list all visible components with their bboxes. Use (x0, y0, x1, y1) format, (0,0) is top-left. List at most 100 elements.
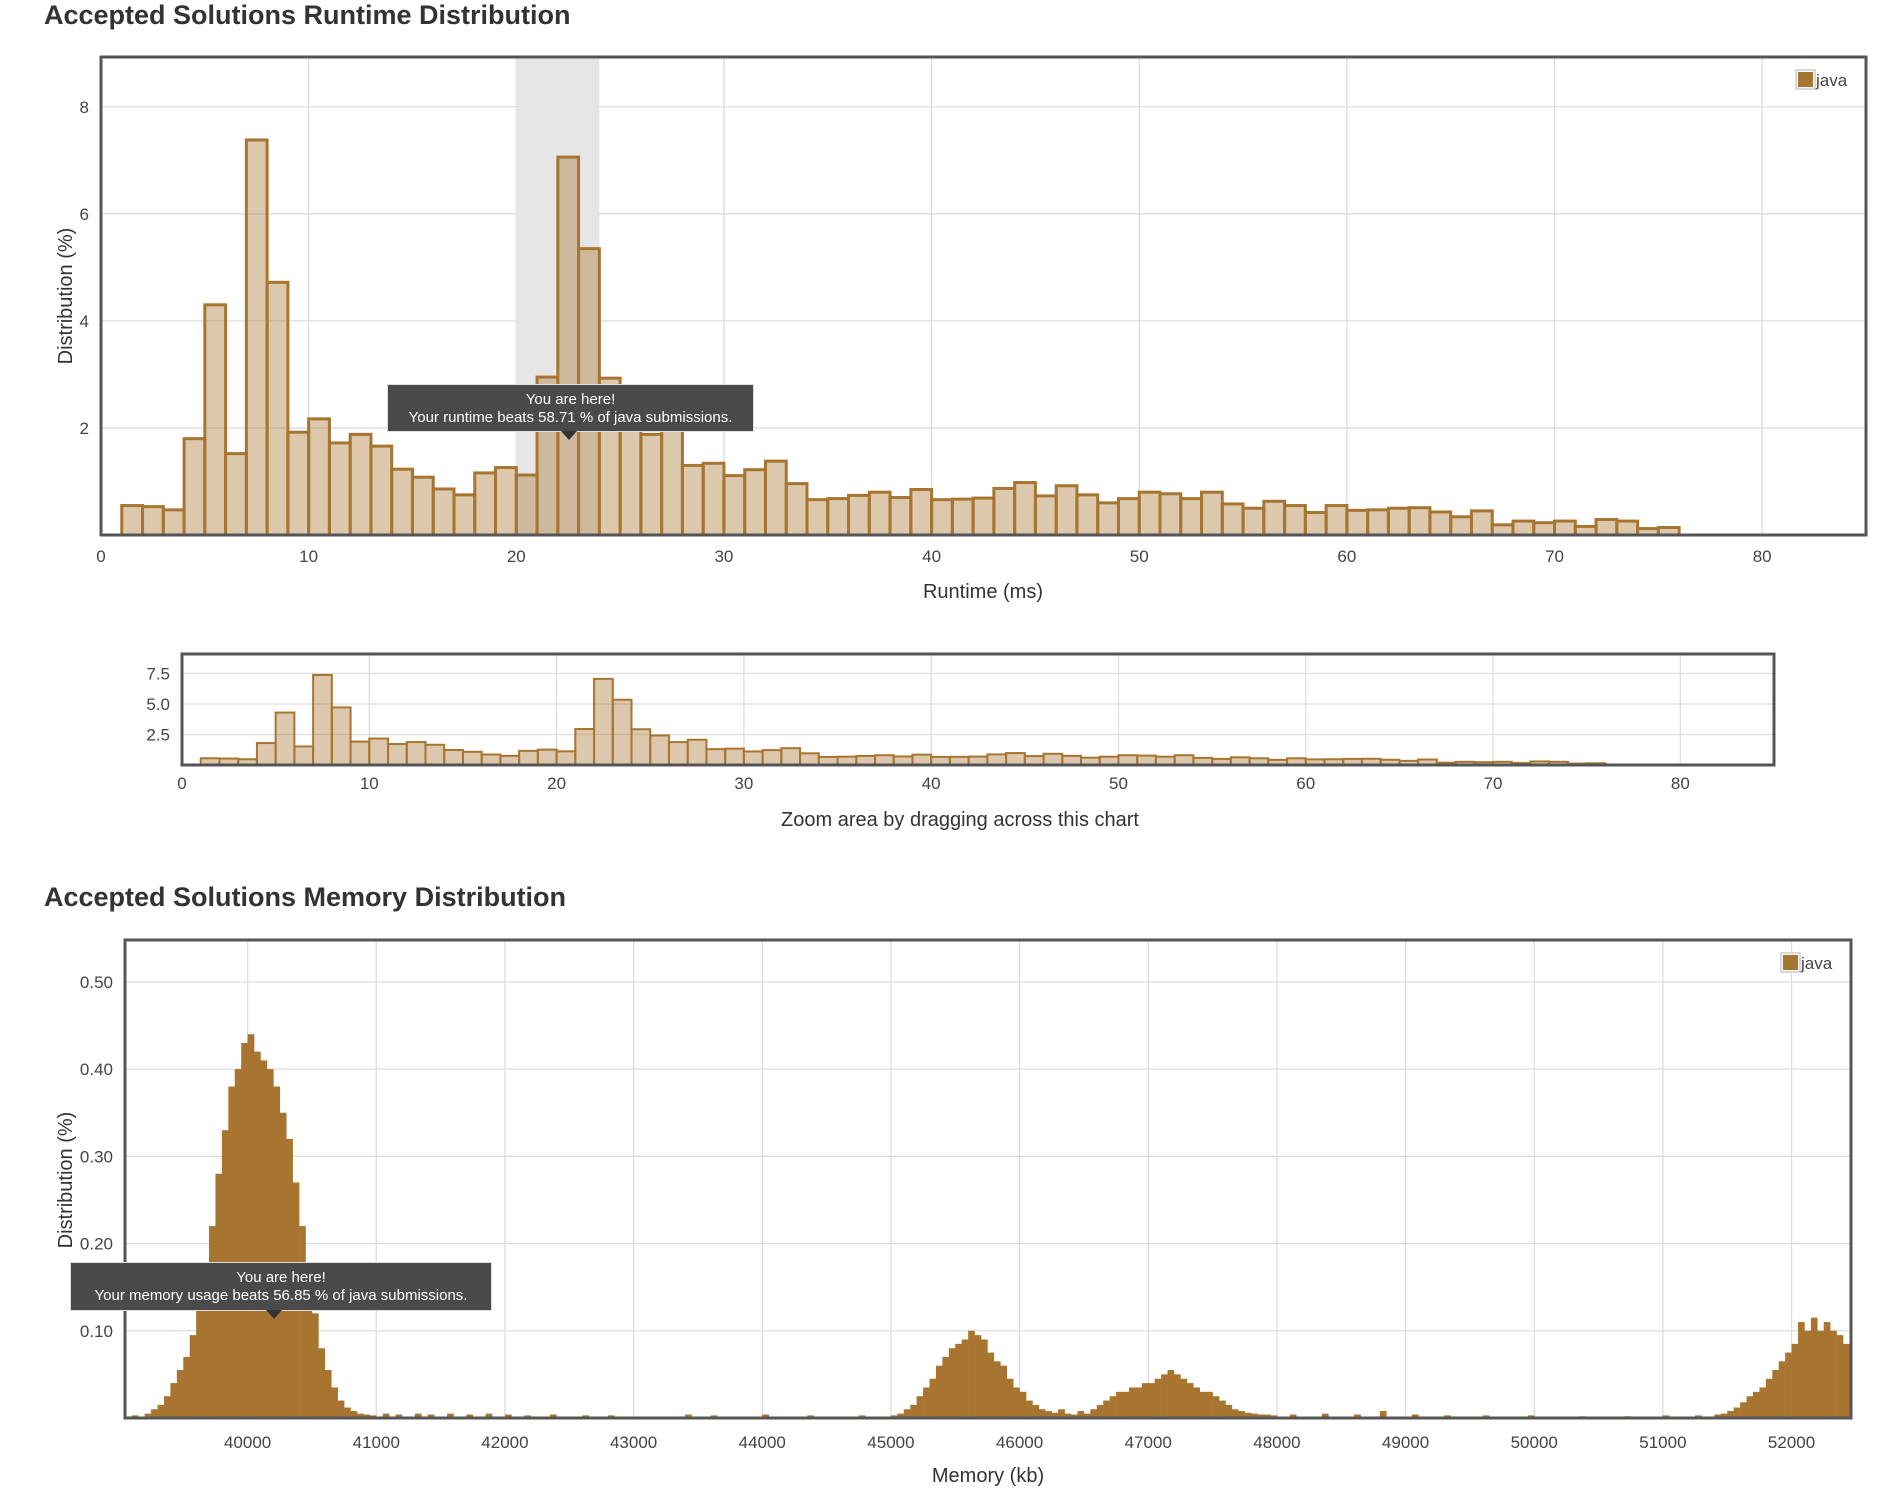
plot-frame (180, 652, 1776, 767)
memory-bar (1778, 1361, 1786, 1418)
y-tick-label: 0.40 (80, 1060, 113, 1079)
runtime-bar (1241, 506, 1266, 537)
runtime-bar (244, 138, 269, 537)
memory-bar (1804, 1330, 1812, 1418)
memory-bar (903, 1409, 911, 1418)
x-tick-label: 51000 (1639, 1433, 1686, 1452)
y-tick-label: 7.5 (146, 665, 170, 684)
runtime-bar (348, 432, 373, 537)
memory-bar (549, 1414, 557, 1418)
y-axis-label: Distribution (%) (55, 1112, 77, 1249)
x-tick-label: 48000 (1253, 1433, 1300, 1452)
memory-bar (1785, 1352, 1792, 1418)
navigator-bar (443, 748, 464, 767)
navigator-bar (368, 737, 390, 766)
navigator-bar (705, 748, 727, 767)
memory-bar (1714, 1414, 1722, 1418)
navigator-bar (649, 734, 670, 767)
navigator-bar (518, 749, 539, 766)
memory-bars (131, 1034, 1851, 1418)
memory-bar (1199, 1391, 1207, 1418)
memory-title: Accepted Solutions Memory Distribution (44, 882, 567, 912)
runtime-bar (888, 496, 913, 537)
tooltip-pointer-icon (561, 431, 578, 440)
memory-bar (395, 1414, 403, 1418)
memory-bar (311, 1313, 319, 1418)
memory-bar (1186, 1383, 1194, 1418)
memory-bar (929, 1378, 937, 1418)
runtime-bar (286, 430, 311, 537)
memory-bar (305, 1269, 313, 1418)
runtime-bar (390, 467, 414, 537)
memory-bar (324, 1370, 332, 1418)
x-tick-label: 80 (1671, 774, 1690, 793)
navigator-bar (574, 728, 596, 766)
memory-bar (1206, 1391, 1213, 1418)
runtime-bar (847, 493, 871, 537)
y-axis-label: Distribution (%) (55, 228, 77, 365)
runtime-bar (1137, 490, 1162, 537)
runtime-bar (1179, 497, 1204, 537)
memory-bar (1321, 1413, 1329, 1418)
memory-bar (987, 1352, 995, 1418)
runtime-bar (1283, 504, 1307, 537)
navigator-bar (349, 740, 371, 766)
memory-bar (466, 1414, 474, 1418)
runtime-bar (1511, 519, 1536, 537)
memory-bar (331, 1387, 338, 1418)
navigator-bar (724, 747, 745, 767)
x-tick-label: 45000 (867, 1433, 914, 1452)
navigator-bar (387, 743, 408, 766)
memory-tooltip-line1: You are here! (236, 1269, 326, 1286)
runtime-bar (867, 490, 892, 537)
memory-bar (189, 1335, 197, 1418)
runtime-bar (431, 487, 456, 537)
y-tick-label: 6 (80, 205, 89, 224)
runtime-bar (473, 471, 498, 537)
memory-bar (504, 1414, 512, 1418)
x-tick-label: 41000 (353, 1433, 400, 1452)
memory-bar (318, 1348, 326, 1418)
memory-bar (1000, 1365, 1008, 1418)
runtime-bar (1532, 521, 1557, 537)
runtime-bar (1262, 499, 1287, 537)
memory-bar (1759, 1387, 1767, 1418)
legend: java (1780, 952, 1833, 973)
memory-bar (202, 1269, 210, 1418)
runtime-bar (327, 441, 352, 537)
runtime-bar (1158, 492, 1183, 537)
x-tick-label: 10 (360, 774, 379, 793)
y-tick-label: 2 (80, 419, 89, 438)
runtime-bar (1490, 523, 1515, 537)
memory-bar (1843, 1343, 1850, 1418)
navigator-bar (461, 750, 483, 766)
memory-bar (948, 1348, 956, 1418)
x-axis-label: Memory (kb) (932, 1465, 1044, 1487)
y-tick-label: 0.50 (80, 973, 113, 992)
y-tick-label: 2.5 (146, 726, 170, 745)
memory-bar (1019, 1391, 1027, 1418)
navigator-bar (799, 752, 820, 766)
memory-bar (157, 1404, 165, 1418)
runtime-title: Accepted Solutions Runtime Distribution (44, 0, 571, 30)
memory-bar (1797, 1322, 1805, 1418)
runtime-bar (1303, 511, 1328, 537)
memory-bar (1244, 1412, 1252, 1418)
navigator-bar (405, 741, 427, 766)
memory-bar (1225, 1404, 1233, 1418)
navigator-bar (480, 753, 502, 766)
x-tick-label: 43000 (610, 1433, 657, 1452)
memory-bar (1823, 1322, 1831, 1418)
memory-bar (1740, 1402, 1747, 1418)
memory-bar (260, 1060, 268, 1418)
runtime-bar (1033, 494, 1058, 537)
memory-bar (1058, 1409, 1065, 1418)
runtime-bar (1324, 504, 1349, 537)
memory-bar (1064, 1413, 1072, 1418)
runtime-bar (307, 417, 331, 537)
runtime-tooltip: You are here! Your runtime beats 58.71 %… (387, 384, 754, 440)
memory-bar (414, 1413, 422, 1418)
memory-bar (1379, 1411, 1387, 1418)
memory-bar (1090, 1409, 1098, 1418)
navigator-bar (986, 753, 1008, 767)
